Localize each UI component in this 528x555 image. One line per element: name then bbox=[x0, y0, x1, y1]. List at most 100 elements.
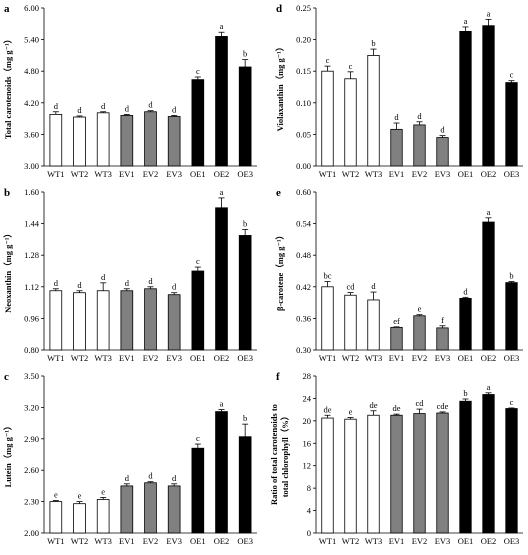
y-tick-label-d-3: 0.15 bbox=[296, 66, 311, 76]
y-tick-label-b-0: 0.80 bbox=[24, 345, 39, 355]
panel-label-d: d bbox=[276, 3, 282, 15]
y-tick-label-a-5: 6.00 bbox=[24, 3, 39, 13]
y-axis-title-a: Total carotenoids（mg g⁻¹） bbox=[3, 35, 13, 139]
sig-letter-c-WT3: e bbox=[101, 486, 105, 496]
x-tick-label-c-WT1: WT1 bbox=[47, 536, 64, 546]
sig-letter-b-WT1: d bbox=[54, 278, 59, 288]
y-tick-label-e-1: 0.36 bbox=[296, 313, 311, 323]
y-axis-title-f-line1: Ratio of total carotenoids to bbox=[269, 404, 279, 505]
bar-e-EV1 bbox=[390, 326, 403, 351]
y-tick-label-d-1: 0.05 bbox=[296, 129, 311, 139]
sig-letter-f-WT2: e bbox=[349, 406, 353, 416]
x-tick-label-e-EV1: EV1 bbox=[389, 353, 405, 363]
bar-e-EV2 bbox=[413, 315, 426, 351]
bar-b-OE1 bbox=[191, 270, 205, 351]
panel-label-c: c bbox=[4, 371, 9, 383]
bar-a-OE2 bbox=[215, 36, 228, 167]
bar-e-OE3 bbox=[505, 282, 518, 351]
x-tick-label-e-EV3: EV3 bbox=[435, 353, 451, 363]
x-tick-label-f-WT2: WT2 bbox=[342, 536, 359, 546]
x-tick-label-f-OE2: OE2 bbox=[481, 536, 497, 546]
sig-letter-b-WT2: d bbox=[77, 280, 82, 290]
y-tick-label-a-3: 4.80 bbox=[24, 66, 39, 76]
y-tick-label-f-2: 8 bbox=[307, 483, 311, 493]
sig-letter-f-EV1: de bbox=[392, 403, 400, 413]
bar-b-OE3 bbox=[238, 235, 252, 351]
x-tick-label-c-WT2: WT2 bbox=[71, 536, 88, 546]
sig-letter-e-WT2: cd bbox=[346, 282, 355, 292]
x-tick-label-e-OE2: OE2 bbox=[481, 353, 497, 363]
sig-letter-c-EV1: d bbox=[125, 473, 130, 483]
x-tick-label-b-WT1: WT1 bbox=[47, 353, 64, 363]
panel-label-b: b bbox=[4, 187, 10, 199]
x-tick-label-d-OE2: OE2 bbox=[481, 169, 497, 179]
bar-f-EV3 bbox=[436, 412, 449, 534]
sig-letter-c-OE3: b bbox=[243, 413, 247, 423]
bar-c-OE3 bbox=[238, 436, 252, 534]
y-tick-label-f-5: 20 bbox=[303, 416, 312, 426]
x-tick-label-b-OE3: OE3 bbox=[237, 353, 253, 363]
sig-letter-a-OE2: a bbox=[220, 21, 224, 31]
x-tick-label-b-WT2: WT2 bbox=[71, 353, 88, 363]
bar-f-WT2 bbox=[344, 418, 357, 534]
bar-c-OE1 bbox=[191, 447, 205, 534]
x-tick-label-d-OE3: OE3 bbox=[504, 169, 520, 179]
y-tick-label-b-1: 0.96 bbox=[24, 313, 39, 323]
bar-d-OE2 bbox=[482, 25, 495, 167]
sig-letter-d-WT3: b bbox=[371, 38, 375, 48]
y-tick-label-e-2: 0.42 bbox=[296, 282, 311, 292]
x-tick-label-e-WT1: WT1 bbox=[319, 353, 336, 363]
bar-c-WT3 bbox=[96, 499, 110, 534]
bar-e-WT2 bbox=[344, 294, 357, 351]
x-tick-label-d-EV3: EV3 bbox=[435, 169, 451, 179]
x-tick-label-f-OE3: OE3 bbox=[504, 536, 520, 546]
y-tick-label-b-3: 1.28 bbox=[24, 250, 39, 260]
sig-letter-c-WT2: e bbox=[78, 491, 82, 501]
sig-letter-d-OE2: a bbox=[487, 8, 491, 18]
y-tick-label-a-2: 4.20 bbox=[24, 98, 39, 108]
sig-letter-a-EV2: d bbox=[148, 100, 153, 110]
bar-c-EV2 bbox=[144, 482, 157, 534]
sig-letter-d-EV3: d bbox=[440, 125, 445, 135]
bar-a-WT2 bbox=[73, 116, 86, 167]
x-tick-label-a-WT3: WT3 bbox=[94, 169, 111, 179]
sig-letter-c-WT1: e bbox=[54, 490, 58, 500]
bar-d-OE1 bbox=[459, 30, 472, 167]
sig-letter-a-WT1: d bbox=[54, 101, 59, 111]
sig-letter-a-WT2: d bbox=[77, 105, 82, 115]
bar-d-WT2 bbox=[344, 78, 357, 167]
bar-f-OE1 bbox=[459, 400, 472, 534]
x-tick-label-c-EV1: EV1 bbox=[119, 536, 135, 546]
panel-label-f: f bbox=[276, 371, 280, 383]
bar-a-EV2 bbox=[144, 111, 157, 167]
sig-letter-c-EV2: d bbox=[148, 471, 153, 481]
sig-letter-a-OE3: b bbox=[243, 49, 247, 59]
y-tick-label-b-5: 1.60 bbox=[24, 187, 39, 197]
sig-letter-b-WT3: d bbox=[101, 272, 106, 282]
x-tick-label-d-EV1: EV1 bbox=[389, 169, 405, 179]
sig-letter-e-EV2: e bbox=[418, 304, 422, 314]
sig-letter-f-OE1: b bbox=[463, 388, 467, 398]
x-tick-label-a-OE1: OE1 bbox=[190, 169, 206, 179]
sig-letter-f-EV3: cde bbox=[437, 401, 449, 411]
x-tick-label-c-WT3: WT3 bbox=[94, 536, 111, 546]
sig-letter-e-WT1: bc bbox=[323, 271, 331, 281]
sig-letter-e-OE3: b bbox=[509, 271, 513, 281]
x-tick-label-f-EV2: EV2 bbox=[412, 536, 428, 546]
bar-e-WT3 bbox=[367, 299, 380, 351]
x-tick-label-f-WT3: WT3 bbox=[365, 536, 382, 546]
x-tick-label-a-OE2: OE2 bbox=[214, 169, 230, 179]
x-tick-label-f-EV1: EV1 bbox=[389, 536, 405, 546]
bar-b-OE2 bbox=[215, 207, 228, 351]
y-tick-label-f-6: 24 bbox=[303, 393, 312, 403]
sig-letter-f-WT1: de bbox=[323, 404, 331, 414]
y-axis-title-f-line2: total chlorophyll（%） bbox=[280, 412, 290, 498]
bar-a-WT3 bbox=[96, 112, 110, 167]
x-tick-label-c-OE1: OE1 bbox=[190, 536, 206, 546]
bar-a-EV3 bbox=[167, 116, 181, 167]
bar-b-WT3 bbox=[96, 290, 110, 351]
sig-letter-b-EV3: d bbox=[172, 282, 177, 292]
y-tick-label-f-7: 28 bbox=[303, 371, 312, 381]
sig-letter-e-OE2: a bbox=[487, 207, 491, 217]
